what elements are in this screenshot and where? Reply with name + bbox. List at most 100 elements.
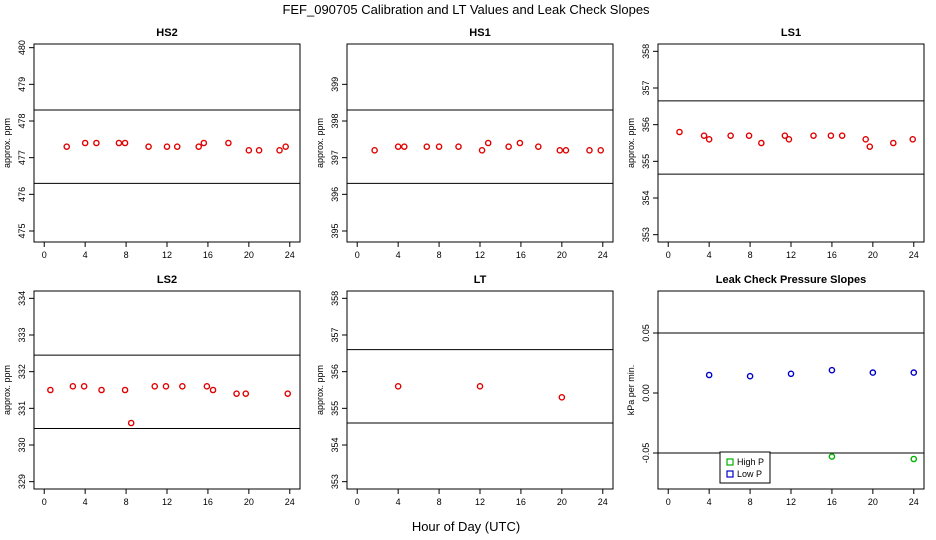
data-point bbox=[476, 383, 484, 390]
data-point bbox=[828, 453, 836, 460]
data-point bbox=[151, 383, 159, 390]
chart-panel: LT 0 4 8 12 16 20 24 353 354 355 356 357 358 approx. p… bbox=[315, 274, 614, 507]
y-tick-label: 330 bbox=[17, 437, 27, 452]
x-tick-label: 20 bbox=[868, 250, 878, 260]
data-point bbox=[562, 147, 570, 154]
x-tick-label: 4 bbox=[707, 250, 712, 260]
x-tick-label: 0 bbox=[355, 497, 360, 507]
y-tick-label: -0.05 bbox=[641, 443, 651, 464]
data-point bbox=[505, 143, 512, 150]
data-point bbox=[558, 394, 566, 401]
y-tick-label: 475 bbox=[17, 223, 27, 238]
legend-box bbox=[719, 451, 771, 484]
data-point bbox=[81, 139, 89, 147]
x-tick-label: 16 bbox=[203, 250, 213, 260]
y-tick-label: 477 bbox=[17, 150, 27, 165]
panel-title: LS1 bbox=[781, 27, 801, 39]
plot-frame bbox=[657, 290, 925, 490]
data-point bbox=[785, 136, 793, 143]
chart-panel: LS2 0 4 8 12 16 20 24 329 330 331 332 333 334 approx. … bbox=[2, 274, 301, 507]
chart-panel: HS1 0 4 8 12 16 20 24 395 396 397 398 399 approx. ppm bbox=[315, 27, 614, 260]
x-tick-label: 20 bbox=[557, 497, 567, 507]
data-point bbox=[394, 383, 402, 390]
data-point bbox=[909, 136, 917, 143]
x-tick-label: 24 bbox=[598, 497, 608, 507]
x-tick-label: 4 bbox=[707, 497, 712, 507]
panel-title: Leak Check Pressure Slopes bbox=[716, 274, 866, 286]
x-tick-label: 20 bbox=[868, 497, 878, 507]
data-point bbox=[862, 136, 869, 143]
data-point bbox=[435, 143, 443, 150]
data-point bbox=[245, 147, 253, 154]
y-tick-label: 399 bbox=[330, 77, 340, 92]
legend-label: Low P bbox=[737, 469, 762, 479]
data-point bbox=[781, 132, 789, 139]
data-point bbox=[597, 147, 605, 154]
y-axis-label: approx. ppm bbox=[626, 118, 636, 168]
x-tick-label: 12 bbox=[475, 497, 485, 507]
data-point bbox=[233, 390, 240, 397]
y-axis-label: kPa per min. bbox=[626, 365, 636, 416]
x-tick-label: 12 bbox=[786, 497, 796, 507]
y-tick-label: 357 bbox=[641, 80, 651, 95]
data-point bbox=[282, 143, 289, 150]
data-point bbox=[371, 147, 378, 154]
data-point bbox=[162, 383, 170, 390]
y-tick-label: 476 bbox=[17, 187, 27, 202]
x-tick-label: 0 bbox=[355, 250, 360, 260]
x-tick-label: 24 bbox=[909, 250, 919, 260]
y-axis-label: approx. ppm bbox=[315, 118, 325, 168]
y-tick-label: 354 bbox=[330, 437, 340, 452]
panel-title: LS2 bbox=[157, 274, 177, 286]
data-point bbox=[47, 386, 54, 394]
data-point bbox=[255, 147, 263, 154]
y-tick-label: 355 bbox=[641, 154, 651, 169]
x-tick-label: 16 bbox=[516, 250, 526, 260]
x-tick-label: 4 bbox=[83, 250, 88, 260]
x-tick-label: 12 bbox=[786, 250, 796, 260]
x-tick-label: 20 bbox=[244, 497, 254, 507]
data-point bbox=[866, 143, 874, 150]
data-point bbox=[242, 390, 250, 397]
y-tick-label: 397 bbox=[330, 150, 340, 165]
y-tick-label: 356 bbox=[641, 117, 651, 132]
y-tick-label: 395 bbox=[330, 223, 340, 238]
x-tick-label: 8 bbox=[437, 250, 442, 260]
y-tick-label: 478 bbox=[17, 113, 27, 128]
x-tick-label: 0 bbox=[42, 250, 47, 260]
data-point bbox=[869, 369, 877, 376]
data-point bbox=[284, 390, 292, 397]
x-tick-label: 8 bbox=[437, 497, 442, 507]
panel-title: LT bbox=[474, 274, 487, 286]
plot-frame bbox=[346, 290, 614, 490]
y-tick-label: 0.00 bbox=[641, 384, 651, 402]
x-tick-label: 0 bbox=[666, 497, 671, 507]
y-tick-label: 329 bbox=[17, 474, 27, 489]
y-tick-label: 398 bbox=[330, 113, 340, 128]
data-point bbox=[163, 143, 171, 150]
panel-title: HS1 bbox=[469, 27, 490, 39]
y-tick-label: 355 bbox=[330, 401, 340, 416]
data-point bbox=[225, 139, 232, 147]
y-tick-label: 353 bbox=[641, 227, 651, 242]
x-tick-label: 16 bbox=[827, 497, 837, 507]
x-tick-label: 16 bbox=[203, 497, 213, 507]
data-point bbox=[838, 132, 846, 139]
y-tick-label: 353 bbox=[330, 474, 340, 489]
x-tick-label: 16 bbox=[516, 497, 526, 507]
y-axis-label: approx. ppm bbox=[2, 365, 12, 415]
data-point bbox=[676, 128, 683, 136]
data-point bbox=[478, 147, 486, 154]
x-tick-label: 4 bbox=[83, 497, 88, 507]
legend-label: High P bbox=[737, 457, 764, 467]
data-point bbox=[828, 366, 836, 374]
x-tick-label: 16 bbox=[827, 250, 837, 260]
data-point bbox=[195, 143, 203, 150]
x-tick-label: 0 bbox=[42, 497, 47, 507]
data-point bbox=[173, 143, 181, 150]
data-point bbox=[827, 132, 835, 139]
data-point bbox=[145, 143, 152, 150]
data-point bbox=[890, 139, 897, 147]
